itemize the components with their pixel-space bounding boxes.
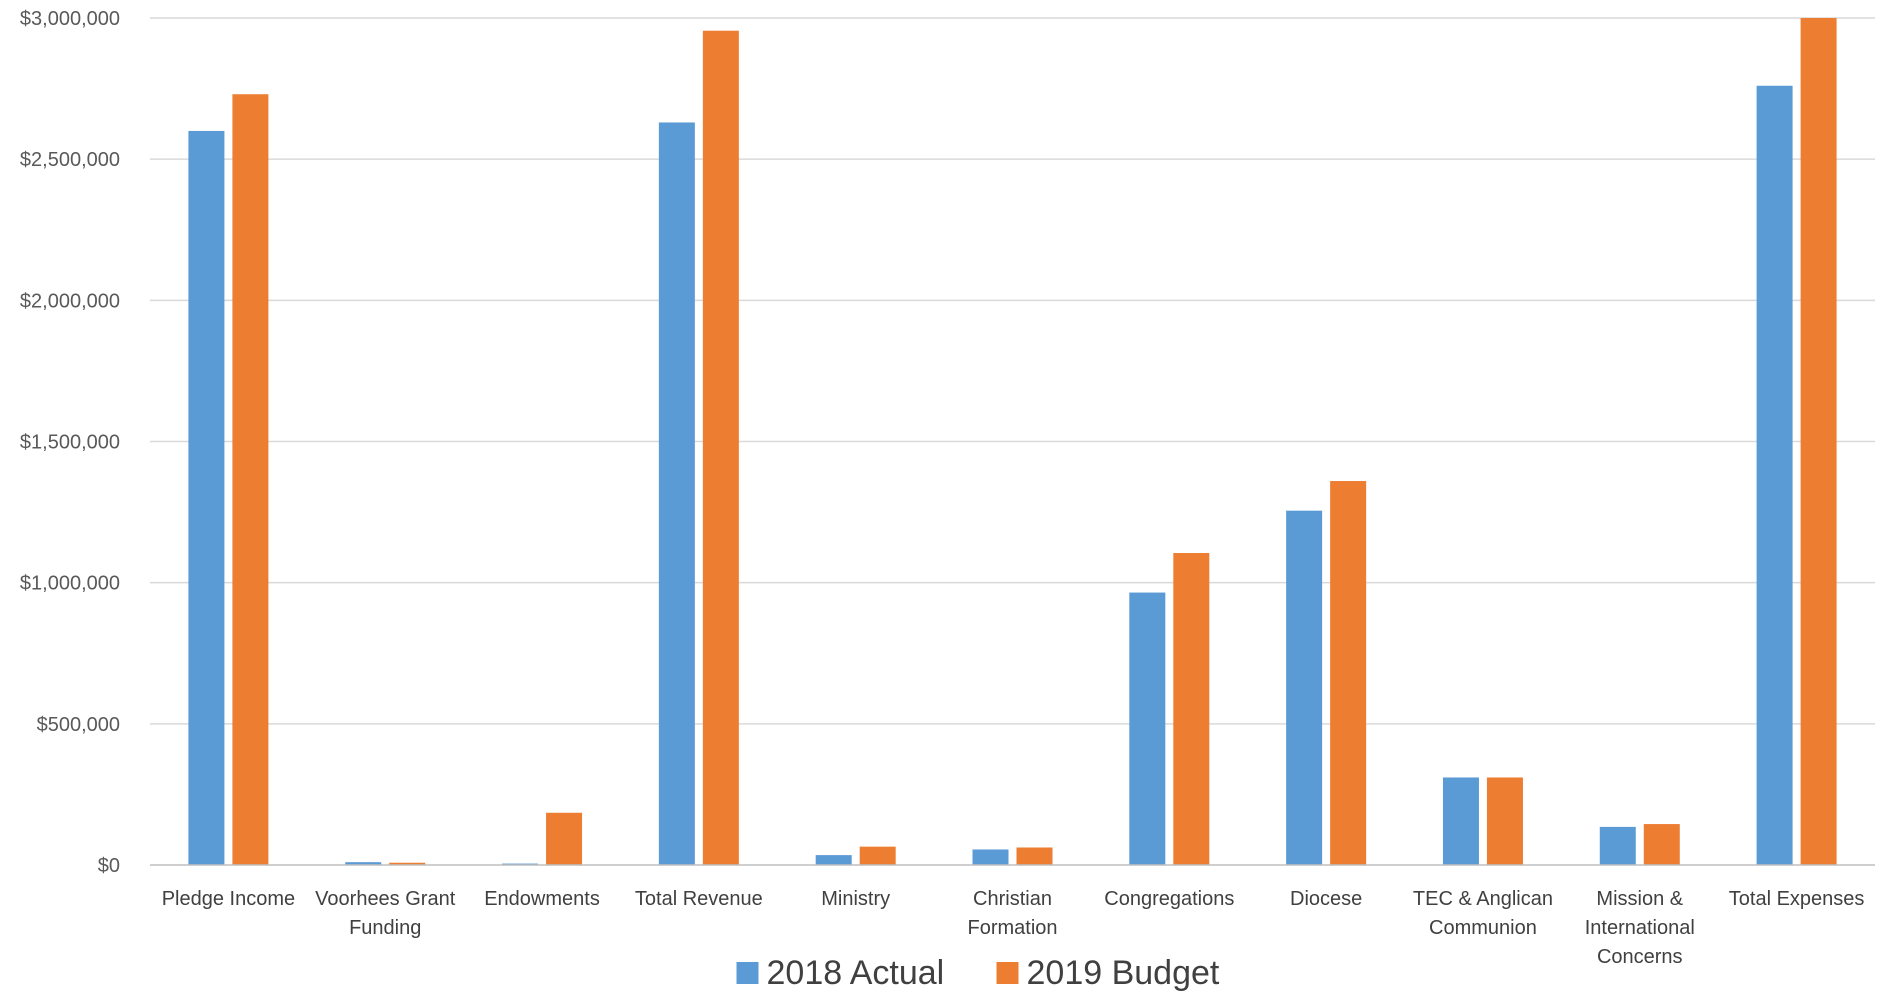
legend: 2018 Actual 2019 Budget [736, 954, 1220, 992]
x-axis-category-labels: Pledge Income Voorhees Grant Funding Endowm… [162, 888, 1865, 968]
x-category-label: Pledge Income [162, 888, 295, 910]
x-category-label-line: Formation [967, 917, 1057, 939]
bar [1800, 18, 1837, 865]
x-category-label: Christian Formation [967, 888, 1057, 939]
bar [1599, 826, 1636, 865]
x-category-label-line: Congregations [1104, 888, 1234, 910]
bar [815, 855, 852, 865]
x-category-label-line: TEC & Anglican [1413, 888, 1553, 910]
x-category-label: Endowments [484, 888, 600, 910]
series-1-bars [188, 85, 1793, 866]
bar [1486, 777, 1523, 865]
x-category-label-line: Diocese [1290, 888, 1362, 910]
bar [658, 122, 695, 866]
legend-swatch [996, 962, 1019, 984]
bar [232, 94, 269, 866]
bar [1016, 847, 1053, 865]
bar [1286, 510, 1323, 865]
series-2-bars [232, 18, 1837, 866]
x-category-label: Mission & International Concerns [1585, 888, 1695, 968]
bar [1330, 481, 1367, 865]
legend-label: 2018 Actual [767, 954, 945, 992]
legend-label: 2019 Budget [1027, 954, 1220, 992]
legend-swatch [736, 962, 759, 984]
x-category-label: Diocese [1290, 888, 1362, 910]
x-category-label: Congregations [1104, 888, 1234, 910]
bar [546, 812, 583, 865]
y-tick-label: $1,000,000 [20, 573, 120, 595]
x-category-label: Total Revenue [635, 888, 763, 910]
bar [1173, 553, 1210, 865]
x-category-label-line: Christian [973, 888, 1052, 910]
y-tick-label: $500,000 [37, 714, 120, 736]
x-category-label-line: Pledge Income [162, 888, 295, 910]
x-category-label-line: Endowments [484, 888, 600, 910]
bar [702, 30, 739, 865]
x-category-label: TEC & Anglican Communion [1413, 888, 1553, 939]
y-tick-label: $1,500,000 [20, 432, 120, 454]
x-category-label-line: Total Expenses [1729, 888, 1865, 910]
x-category-label-line: Total Revenue [635, 888, 763, 910]
x-category-label-line: Voorhees Grant [315, 888, 456, 910]
legend-item: 2019 Budget [996, 954, 1220, 992]
y-tick-label: $2,000,000 [20, 290, 120, 312]
y-axis-tick-labels: $0 $500,000 $1,000,000 $1,500,000 $2,000,000… [20, 8, 120, 877]
bar [859, 846, 896, 865]
x-category-label: Ministry [821, 888, 890, 910]
x-category-label-line: Concerns [1597, 946, 1683, 968]
bar [389, 862, 426, 865]
x-category-label: Voorhees Grant Funding [315, 888, 456, 939]
bar [1442, 777, 1479, 865]
bar [1129, 592, 1166, 865]
bar [1643, 824, 1680, 865]
legend-item: 2018 Actual [736, 954, 945, 992]
y-tick-label: $2,500,000 [20, 149, 120, 171]
bars [188, 18, 1837, 866]
bar [188, 130, 225, 865]
x-category-label-line: Funding [349, 917, 421, 939]
x-category-label-line: Communion [1429, 917, 1537, 939]
bar [972, 849, 1009, 865]
gridlines [150, 17, 1875, 725]
y-tick-label: $3,000,000 [20, 8, 120, 30]
x-category-label-line: Ministry [821, 888, 890, 910]
bar [1756, 85, 1793, 865]
y-tick-label: $0 [98, 855, 120, 877]
bar [345, 862, 382, 865]
x-category-label-line: Mission & [1596, 888, 1683, 910]
x-category-label: Total Expenses [1729, 888, 1865, 910]
x-category-label-line: International [1585, 917, 1695, 939]
